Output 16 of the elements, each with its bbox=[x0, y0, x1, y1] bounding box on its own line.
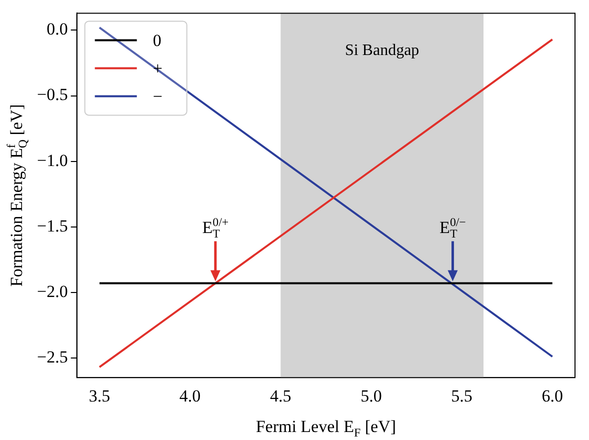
y-tick-label: −2.0 bbox=[36, 282, 68, 301]
y-tick-label: −0.5 bbox=[36, 85, 68, 104]
x-tick-label: 5.5 bbox=[451, 386, 472, 406]
legend-label: − bbox=[152, 87, 162, 106]
x-tick-label: 4.0 bbox=[179, 386, 201, 406]
y-tick-label: −1.5 bbox=[36, 216, 68, 236]
y-tick-label: −2.5 bbox=[36, 347, 68, 366]
x-tick-label: 6.0 bbox=[542, 386, 563, 406]
y-tick-label: −1.0 bbox=[36, 150, 68, 170]
legend-label: 0 bbox=[152, 31, 162, 50]
y-axis-title: Formation Energy EQf [eV] bbox=[4, 104, 30, 287]
y-tick-label: 0.0 bbox=[46, 20, 68, 39]
band-label: Si Bandgap bbox=[344, 42, 420, 60]
x-tick-label: 3.5 bbox=[88, 386, 110, 406]
x-tick-label: 5.0 bbox=[360, 386, 382, 406]
x-tick-label: 4.5 bbox=[270, 386, 292, 406]
